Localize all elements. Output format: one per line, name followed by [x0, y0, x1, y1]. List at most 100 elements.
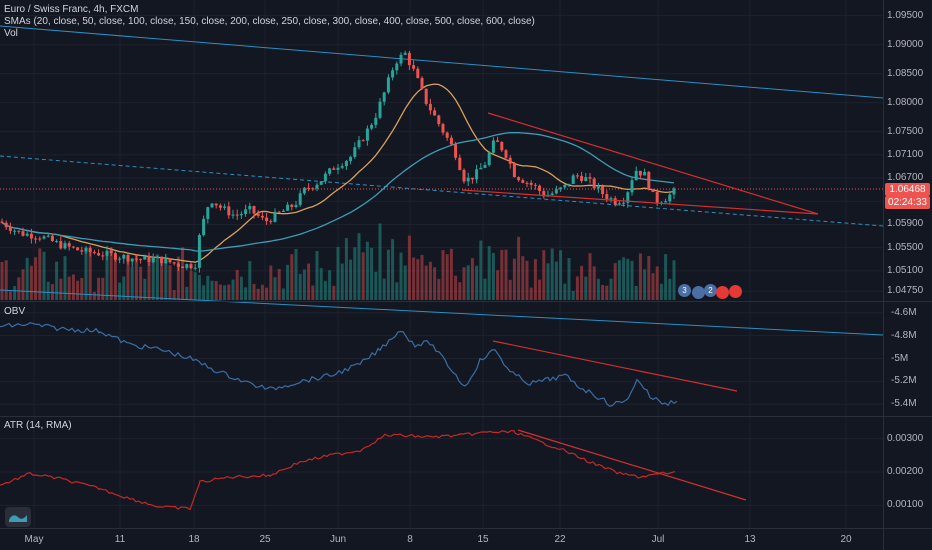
candle-body	[252, 206, 256, 214]
event-badge-2[interactable]: 2	[704, 284, 717, 297]
volume-bar	[353, 247, 357, 300]
sma-legend[interactable]: SMAs (20, close, 50, close, 100, close, …	[4, 16, 535, 27]
event-icon-2[interactable]	[716, 286, 729, 299]
price-tick-label: 1.04750	[887, 285, 924, 297]
event-icon-3[interactable]	[729, 285, 742, 298]
x-tick-label: Jun	[329, 534, 347, 545]
chart-legend: Euro / Swiss Franc, 4h, FXCM SMAs (20, c…	[4, 4, 535, 40]
obv-tick-label: -4.8M	[891, 329, 917, 341]
volume-bar	[416, 259, 420, 300]
atr-tick-label: 0.00100	[887, 499, 924, 511]
candle-body	[496, 140, 500, 142]
volume-bar	[336, 246, 340, 300]
volume-bar	[130, 266, 134, 300]
volume-bar	[365, 241, 369, 300]
volume-bar	[332, 285, 336, 300]
x-tick-label: 18	[188, 534, 200, 545]
volume-bar	[294, 249, 298, 300]
candle-body	[416, 68, 420, 78]
volume-bar	[630, 260, 634, 300]
volume-bar	[664, 254, 668, 300]
price-tick-label: 1.08000	[887, 96, 924, 108]
volume-bar	[508, 279, 512, 300]
volume-bar	[538, 279, 542, 300]
volume-bar	[59, 278, 63, 300]
candle-body	[525, 182, 529, 184]
candle-body	[424, 88, 428, 104]
candle-body	[323, 173, 327, 182]
candle-body	[340, 166, 344, 168]
candle-body	[46, 235, 50, 237]
obv-trendline	[492, 340, 738, 392]
candle-body	[13, 230, 17, 232]
volume-bar	[311, 285, 315, 300]
candle-body	[277, 211, 281, 213]
volume-bar	[659, 283, 663, 300]
volume-bar	[277, 269, 281, 300]
volume-bar	[357, 233, 361, 300]
candle-body	[412, 65, 416, 69]
volume-bar	[617, 260, 621, 300]
volume-bar	[269, 265, 273, 300]
event-badge-1[interactable]: 3	[678, 284, 691, 297]
x-tick-label: Jul	[651, 534, 665, 545]
volume-bar	[319, 268, 323, 300]
volume-bar	[265, 287, 269, 300]
candle-body	[634, 170, 638, 181]
volume-bar	[42, 251, 46, 300]
candle-body	[181, 266, 185, 269]
atr-trendline	[517, 429, 747, 501]
volume-bar	[559, 250, 563, 300]
candle-body	[521, 180, 525, 183]
candle-body	[445, 132, 449, 138]
volume-bar	[248, 261, 252, 300]
volume-bars	[0, 223, 676, 300]
volume-bar	[378, 223, 382, 300]
candle-body	[449, 137, 453, 145]
candle-body	[500, 141, 504, 151]
price-tick-label: 1.05900	[887, 218, 924, 230]
volume-bar	[584, 276, 588, 300]
volume-bar	[407, 235, 411, 300]
candle-body	[437, 115, 441, 125]
volume-bar	[433, 267, 437, 300]
volume-bar	[8, 291, 12, 300]
candle-body	[386, 77, 390, 93]
candle-body	[84, 247, 88, 252]
volume-bar	[349, 259, 353, 300]
volume-bar	[223, 285, 227, 300]
volume-bar	[533, 259, 537, 300]
volume-bar	[189, 270, 193, 300]
candle-body	[206, 207, 210, 219]
volume-bar	[449, 248, 453, 300]
volume-bar	[235, 270, 239, 300]
volume-bar	[567, 258, 571, 300]
volume-bar	[554, 261, 558, 300]
price-tick-label: 1.05500	[887, 241, 924, 253]
volume-bar	[395, 282, 399, 300]
candle-body	[281, 210, 285, 212]
event-icon-1[interactable]	[692, 286, 705, 299]
volume-bar	[470, 258, 474, 300]
volume-bar	[487, 246, 491, 300]
volume-bar	[118, 282, 122, 300]
obv-tick-label: -5M	[891, 352, 909, 364]
obv-legend[interactable]: OBV	[4, 306, 26, 317]
x-tick-label: May	[24, 534, 44, 545]
volume-bar	[491, 253, 495, 300]
volume-bar	[97, 277, 101, 300]
atr-legend[interactable]: ATR (14, RMA)	[4, 420, 72, 431]
volume-bar	[218, 284, 222, 300]
volume-bar	[197, 274, 201, 300]
symbol-title[interactable]: Euro / Swiss Franc, 4h, FXCM	[4, 4, 139, 15]
candle-body	[592, 178, 596, 189]
volume-bar	[571, 290, 575, 300]
candlesticks	[0, 50, 676, 273]
candle-body	[248, 206, 252, 210]
candle-body	[202, 218, 206, 236]
vol-legend[interactable]: Vol	[4, 28, 18, 39]
volume-bar	[370, 247, 374, 300]
tradingview-logo-icon[interactable]	[5, 507, 31, 527]
volume-bar	[504, 249, 508, 300]
